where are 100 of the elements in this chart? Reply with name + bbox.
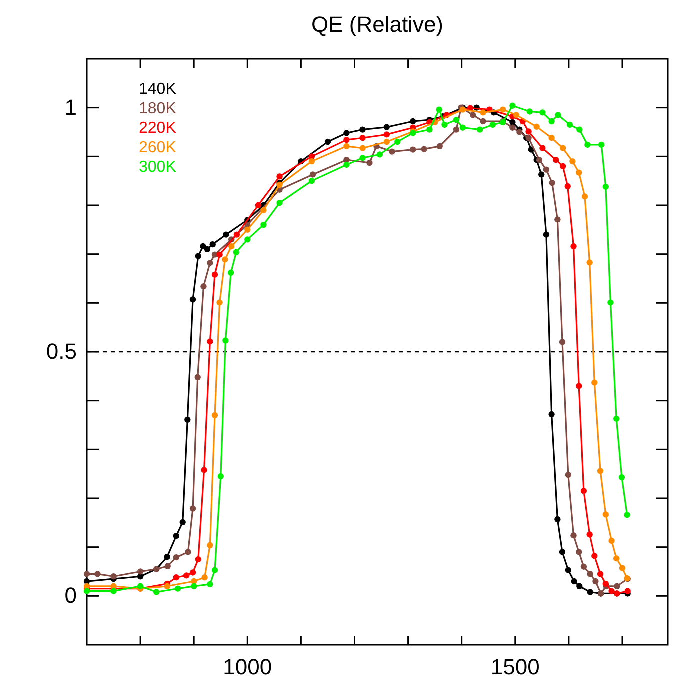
- point: [608, 538, 615, 544]
- point: [137, 583, 144, 590]
- point: [624, 588, 631, 594]
- y-tick-label: 1: [64, 94, 77, 120]
- point: [500, 106, 506, 113]
- point: [137, 568, 144, 575]
- point: [228, 270, 234, 276]
- point: [384, 132, 390, 138]
- point: [587, 589, 594, 596]
- point: [223, 232, 230, 238]
- point: [190, 570, 196, 576]
- point: [602, 184, 609, 190]
- point: [598, 142, 605, 148]
- point: [565, 567, 572, 574]
- point: [366, 160, 373, 166]
- point: [555, 112, 562, 118]
- point: [216, 300, 223, 306]
- point: [202, 574, 208, 581]
- point: [255, 202, 262, 209]
- point: [618, 474, 626, 481]
- point: [614, 416, 620, 422]
- point: [592, 553, 598, 560]
- point: [344, 130, 350, 136]
- point: [164, 563, 171, 570]
- point: [560, 163, 566, 170]
- point: [586, 532, 593, 538]
- point: [200, 283, 207, 290]
- point: [173, 574, 180, 581]
- point: [480, 118, 486, 125]
- point: [173, 554, 180, 561]
- point: [185, 549, 192, 556]
- point: [453, 116, 460, 124]
- point: [207, 581, 214, 588]
- point: [360, 126, 366, 133]
- point: [564, 183, 571, 190]
- point: [426, 126, 433, 133]
- point: [310, 172, 316, 178]
- point: [260, 222, 267, 228]
- point: [592, 578, 599, 585]
- point: [110, 588, 117, 594]
- point: [587, 571, 594, 578]
- point: [584, 142, 591, 148]
- point: [570, 243, 577, 250]
- point: [210, 241, 216, 248]
- point: [360, 135, 366, 142]
- point: [548, 135, 555, 142]
- point: [194, 374, 201, 380]
- point: [180, 519, 186, 526]
- point: [510, 102, 516, 109]
- point: [389, 148, 396, 155]
- point: [84, 588, 90, 594]
- point: [543, 232, 550, 238]
- point: [384, 124, 390, 130]
- point: [566, 122, 574, 128]
- point: [460, 124, 466, 131]
- text: 220K: [139, 120, 177, 137]
- point: [195, 556, 202, 563]
- point: [570, 532, 577, 539]
- point: [190, 506, 196, 512]
- point: [260, 207, 267, 214]
- y-tick-label: 0: [64, 583, 77, 608]
- point: [436, 106, 442, 113]
- point: [592, 380, 598, 386]
- point: [204, 246, 211, 253]
- point: [538, 172, 545, 178]
- text: 300K: [139, 159, 177, 176]
- point: [216, 252, 223, 258]
- point: [513, 112, 520, 118]
- point: [602, 580, 609, 588]
- point: [586, 260, 593, 266]
- point: [614, 555, 620, 562]
- point: [619, 565, 626, 572]
- point: [580, 564, 588, 570]
- point: [608, 300, 614, 306]
- point: [212, 412, 218, 419]
- point: [552, 157, 560, 164]
- legend-label: 140K: [139, 81, 177, 98]
- point: [184, 416, 191, 423]
- point: [84, 578, 90, 585]
- point: [410, 118, 416, 125]
- point: [597, 468, 604, 474]
- point: [191, 583, 198, 590]
- point: [582, 194, 588, 200]
- point: [576, 170, 582, 176]
- point: [540, 110, 546, 116]
- point: [94, 571, 101, 578]
- point: [570, 158, 576, 165]
- chart-title: QE (Relative): [311, 12, 444, 37]
- point: [308, 178, 315, 184]
- point: [453, 126, 460, 133]
- point: [228, 243, 235, 250]
- point: [360, 145, 366, 152]
- point: [548, 411, 555, 418]
- point: [207, 338, 214, 345]
- point: [308, 158, 315, 165]
- point: [540, 145, 546, 152]
- point: [526, 108, 533, 115]
- point: [510, 124, 516, 131]
- point: [536, 157, 543, 164]
- point: [565, 472, 572, 478]
